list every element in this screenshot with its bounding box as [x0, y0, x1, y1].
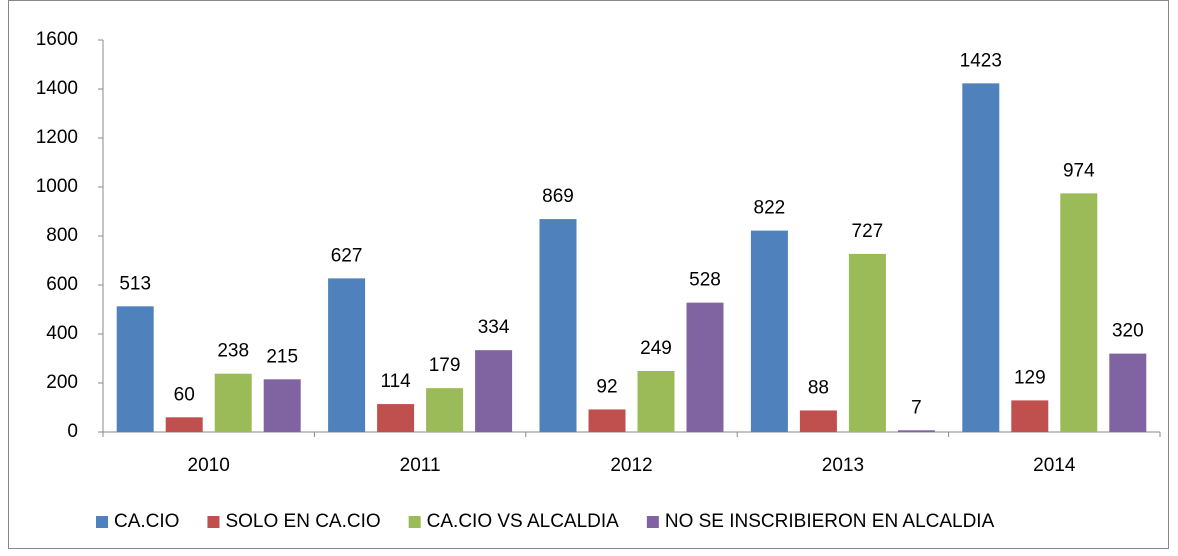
bar	[962, 83, 1000, 433]
y-tick-label: 1600	[36, 29, 78, 50]
y-tick-label: 800	[46, 225, 78, 246]
value-label: 60	[174, 384, 195, 405]
value-label: 974	[1063, 160, 1095, 181]
value-label: 513	[119, 273, 151, 294]
value-label: 114	[380, 371, 411, 392]
value-label: 179	[429, 355, 461, 376]
value-label: 727	[852, 221, 884, 242]
y-tick-label: 1400	[36, 78, 78, 99]
bar	[377, 404, 415, 432]
value-label: 1423	[960, 50, 1002, 71]
x-tick-label: 2012	[610, 455, 652, 476]
legend-label: SOLO EN CA.CIO	[225, 511, 380, 532]
bar	[1109, 353, 1147, 432]
bar	[588, 409, 626, 432]
value-label: 215	[266, 346, 298, 367]
value-label: 320	[1112, 321, 1144, 342]
value-label: 88	[808, 377, 829, 398]
legend-swatch	[96, 516, 108, 528]
value-label: 7	[911, 397, 922, 418]
legend-swatch	[408, 516, 421, 528]
y-tick-label: 1200	[36, 127, 78, 148]
x-tick-label: 2013	[822, 455, 864, 476]
value-label: 238	[217, 341, 249, 362]
bar	[475, 350, 513, 432]
bar	[539, 219, 577, 432]
value-label: 869	[542, 186, 574, 207]
bar	[116, 306, 154, 432]
bar	[750, 230, 788, 432]
x-tick-label: 2014	[1033, 455, 1076, 476]
value-label: 334	[478, 317, 510, 338]
legend-label: CA.CIO	[114, 511, 179, 532]
y-tick-label: 200	[46, 372, 78, 393]
y-tick-label: 400	[46, 323, 78, 344]
value-label: 627	[331, 245, 363, 266]
bar	[165, 417, 203, 432]
bar	[637, 370, 675, 432]
bar	[799, 410, 837, 432]
legend-swatch	[646, 516, 659, 528]
value-label: 129	[1014, 367, 1046, 388]
legend-label: CA.CIO VS ALCALDIA	[427, 511, 620, 532]
bar	[1060, 193, 1098, 432]
value-label: 528	[689, 270, 721, 291]
bar	[848, 253, 886, 432]
bar	[328, 278, 366, 432]
bar	[214, 373, 252, 432]
x-tick-label: 2010	[188, 455, 230, 476]
bar	[897, 430, 935, 432]
value-label: 249	[640, 338, 672, 359]
y-tick-label: 0	[67, 421, 78, 442]
legend-swatch	[207, 516, 220, 528]
bar	[1011, 400, 1049, 432]
value-label: 92	[596, 376, 617, 397]
x-tick-label: 2011	[400, 455, 441, 476]
legend-label: NO SE INSCRIBIERON EN ALCALDIA	[665, 511, 995, 532]
bar	[263, 379, 301, 432]
bar	[686, 302, 724, 432]
bar	[426, 388, 464, 432]
y-tick-label: 600	[46, 274, 78, 295]
value-label: 822	[754, 198, 786, 219]
y-tick-label: 1000	[36, 176, 78, 197]
